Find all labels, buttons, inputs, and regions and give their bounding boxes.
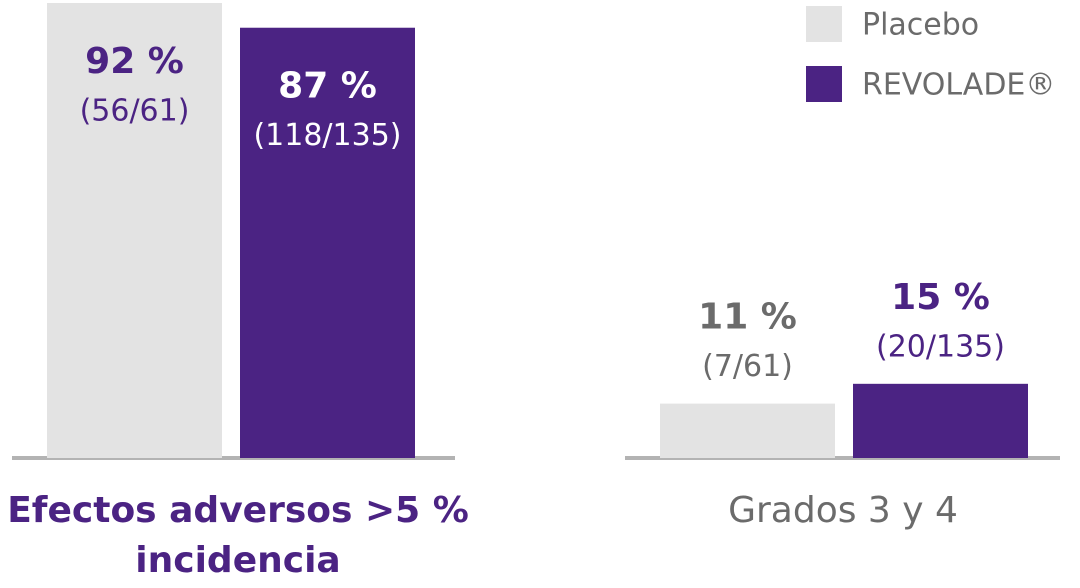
- fraction-label: (7/61): [702, 349, 793, 384]
- value-label: 92 %: [85, 41, 184, 82]
- legend-swatch: [806, 66, 842, 102]
- value-label: 15 %: [891, 277, 990, 318]
- category-label: Efectos adversos >5 % incidencia: [7, 490, 469, 581]
- legend-swatch: [806, 6, 842, 42]
- value-label: 87 %: [278, 66, 377, 107]
- value-label: 11 %: [698, 297, 797, 338]
- bar: [853, 383, 1028, 458]
- fraction-label: (20/135): [876, 329, 1005, 364]
- bar: [47, 3, 222, 458]
- legend-label: Placebo: [862, 8, 979, 43]
- category-label: Grados 3 y 4: [728, 490, 958, 531]
- fraction-label: (118/135): [253, 118, 401, 153]
- bar: [660, 403, 835, 458]
- fraction-label: (56/61): [80, 94, 190, 129]
- legend-label: REVOLADE®: [862, 68, 1055, 103]
- bar: [240, 27, 415, 458]
